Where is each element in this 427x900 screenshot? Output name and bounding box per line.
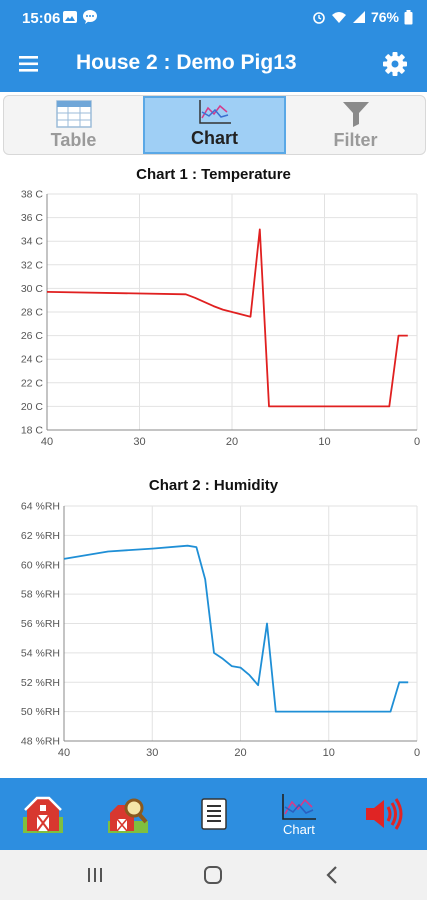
tab-filter-label: Filter — [333, 130, 378, 150]
battery-icon — [404, 9, 413, 24]
humidity-x-tick-label: 10 — [323, 747, 335, 759]
chart-1-title: Chart 1 : Temperature — [136, 166, 291, 183]
humidity-x-tick-label: 20 — [234, 747, 246, 759]
humidity-x-tick-label: 40 — [58, 747, 70, 759]
humidity-series-line — [63, 544, 409, 713]
view-tabs: Table Chart Filter — [3, 95, 426, 155]
nav-document[interactable] — [171, 778, 256, 850]
tab-table[interactable]: Table — [4, 96, 143, 154]
chart-icon — [282, 793, 316, 820]
humidity-y-tick-label: 62 %RH — [21, 530, 60, 542]
page-title: House 2 : Demo Pig13 — [76, 51, 297, 74]
tab-filter[interactable]: Filter — [286, 96, 425, 154]
humidity-y-tick-label: 60 %RH — [21, 559, 60, 571]
temperature-y-tick-label: 30 C — [21, 283, 44, 295]
humidity-y-tick-label: 56 %RH — [21, 618, 60, 630]
system-nav-bar — [0, 850, 427, 900]
temperature-x-tick-label: 30 — [133, 436, 145, 448]
chat-notification-icon — [83, 10, 97, 24]
temperature-y-tick-label: 28 C — [21, 307, 44, 319]
humidity-x-tick-label: 30 — [146, 747, 158, 759]
bottom-nav: Chart — [0, 778, 427, 850]
humidity-y-tick-label: 52 %RH — [21, 677, 60, 689]
app-bar: House 2 : Demo Pig13 — [0, 36, 427, 92]
tab-chart-label: Chart — [190, 128, 238, 148]
nav-chart-label: Chart — [283, 821, 315, 837]
humidity-y-tick-label: 64 %RH — [21, 501, 60, 513]
temperature-y-tick-label: 38 C — [21, 189, 44, 201]
tab-table-label: Table — [50, 130, 97, 150]
humidity-y-tick-label: 48 %RH — [21, 736, 60, 748]
temperature-x-tick-label: 10 — [318, 436, 330, 448]
humidity-y-tick-label: 54 %RH — [21, 647, 60, 659]
temperature-series-line — [46, 228, 408, 408]
battery-percent: 76% — [370, 9, 399, 25]
status-time: 15:06 — [22, 10, 61, 27]
temperature-x-tick-label: 0 — [414, 436, 420, 448]
temperature-x-tick-label: 20 — [226, 436, 238, 448]
table-icon — [55, 100, 92, 128]
filter-icon — [342, 102, 369, 127]
speaker-icon — [366, 798, 403, 830]
temperature-y-tick-label: 26 C — [21, 330, 44, 342]
humidity-chart: 64 %RH 62 %RH 60 %RH 58 %RH 56 %RH 54 %RH 52 %… — [21, 501, 420, 760]
temperature-chart: 38 C 36 C 34 C 32 C 30 C 28 C 26 C 24 C 22 C 20 C… — [21, 189, 420, 449]
temperature-y-tick-label: 24 C — [21, 354, 44, 366]
wifi-icon — [331, 12, 346, 23]
humidity-x-tick-label: 0 — [414, 747, 420, 759]
temperature-y-tick-label: 20 C — [21, 401, 44, 413]
notification-icons — [62, 9, 98, 25]
home-icon[interactable] — [198, 862, 228, 888]
nav-chart[interactable]: Chart — [256, 778, 341, 850]
barn-icon — [22, 796, 63, 833]
temperature-y-tick-label: 18 C — [21, 425, 44, 437]
status-bar: 15:06 76% — [0, 0, 427, 36]
signal-icon — [352, 11, 365, 23]
humidity-y-tick-label: 50 %RH — [21, 706, 60, 718]
temperature-y-tick-label: 36 C — [21, 212, 44, 224]
chart-2-title: Chart 2 : Humidity — [148, 477, 279, 494]
nav-barn[interactable] — [0, 778, 85, 850]
temperature-y-tick-label: 34 C — [21, 236, 44, 248]
temperature-y-tick-label: 32 C — [21, 259, 44, 271]
photo-notification-icon — [63, 11, 77, 23]
barn-search-icon — [108, 798, 149, 833]
nav-speaker[interactable] — [342, 778, 427, 850]
temperature-x-tick-label: 40 — [41, 436, 53, 448]
temperature-y-tick-label: 22 C — [21, 377, 44, 389]
nav-barn-search[interactable] — [85, 778, 170, 850]
settings-gear-icon[interactable] — [381, 50, 409, 78]
back-icon[interactable] — [318, 862, 348, 888]
recent-apps-icon[interactable] — [80, 862, 110, 888]
tab-chart[interactable]: Chart — [143, 96, 286, 154]
humidity-y-tick-label: 58 %RH — [21, 589, 60, 601]
alarm-icon — [313, 12, 325, 24]
menu-icon[interactable] — [16, 50, 44, 78]
document-icon — [200, 798, 227, 830]
chart-icon — [198, 100, 231, 124]
status-right: 76% — [312, 9, 413, 25]
